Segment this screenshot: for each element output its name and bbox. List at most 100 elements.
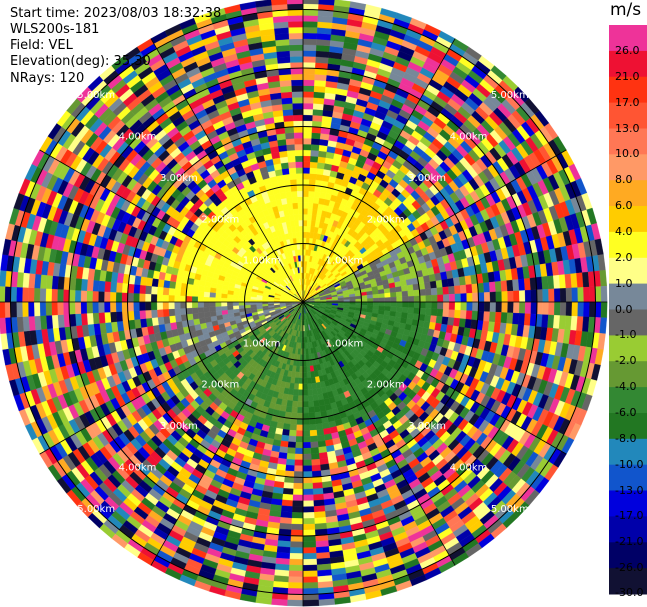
velocity-cell [483,282,491,293]
velocity-cell [302,377,308,385]
velocity-cell [232,301,239,306]
velocity-cell [238,301,245,306]
velocity-cell [401,290,409,297]
velocity-cell [542,301,549,316]
velocity-cell [302,500,314,507]
velocity-cell [500,280,508,292]
velocity-cell [45,315,53,330]
velocity-cell [302,97,314,104]
velocity-cell [435,279,443,289]
velocity-cell [507,290,514,303]
velocity-cell [309,435,318,443]
velocity-cell [296,424,304,431]
velocity-cell [583,286,590,303]
velocity-cell [309,167,318,175]
velocity-cell [419,307,426,315]
velocity-cell [313,97,325,105]
velocity-cell [302,91,315,98]
velocity-cell [313,505,326,513]
velocity-cell [169,315,177,324]
velocity-cell [408,301,415,308]
velocity-cell [139,293,146,303]
velocity-cell [302,436,311,443]
velocity-cell [302,535,316,543]
velocity-cell [355,301,362,306]
velocity-cell [68,301,76,315]
velocity-cell [542,288,549,303]
velocity-cell [198,285,205,292]
velocity-cell [302,529,316,537]
velocity-cell [203,296,210,303]
velocity-cell [311,464,321,472]
velocity-cell [298,383,304,390]
velocity-cell [133,310,141,320]
velocity-cell [425,288,432,296]
velocity-cell [367,298,374,303]
velocity-cell [430,287,438,296]
velocity-cell [302,547,317,554]
velocity-cell [302,44,317,51]
velocity-cell [349,299,356,303]
velocity-cell [316,162,326,170]
velocity-cell [478,301,485,312]
velocity-cell [51,301,58,316]
velocity-cell [302,85,315,92]
velocity-cell [289,553,304,560]
velocity-cell [443,294,450,303]
velocity-cell [313,405,321,413]
velocity-cell [302,518,315,525]
velocity-cell [168,287,176,296]
velocity-cell [302,237,307,244]
velocity-cell [133,292,140,303]
velocity-cell [589,301,596,318]
velocity-cell [429,315,437,324]
velocity-cell [197,301,204,308]
velocity-cell [431,294,438,303]
velocity-cell [209,311,217,317]
velocity-cell [425,308,432,316]
velocity-cell [489,291,497,303]
velocity-cell [435,315,443,325]
velocity-cell [297,395,304,402]
velocity-cell [162,294,169,303]
velocity-cell [299,366,304,373]
velocity-cell [291,406,298,414]
velocity-cell [312,488,324,495]
velocity-cell [185,295,193,303]
velocity-cell [314,522,327,530]
velocity-cell [280,511,293,519]
velocity-cell [45,288,52,303]
velocity-cell [291,506,304,513]
velocity-cell [318,598,335,606]
velocity-cell [571,301,579,317]
velocity-cell [86,290,93,303]
velocity-cell [281,499,293,507]
velocity-cell [115,292,123,303]
velocity-cell [307,208,313,215]
velocity-cell [74,301,82,315]
velocity-cell [277,540,291,548]
velocity-cell [518,278,526,291]
velocity-cell [302,114,313,122]
velocity-cell [536,289,544,303]
velocity-cell [310,447,320,455]
velocity-cell [318,399,326,407]
velocity-cell [80,313,88,326]
velocity-cells [0,0,608,607]
velocity-cell [63,289,70,303]
velocity-cell [436,308,444,317]
velocity-cell [238,304,245,309]
velocity-cell [289,547,304,554]
velocity-cell [316,168,325,176]
velocity-cell [174,301,181,309]
velocity-cell [523,278,531,291]
velocity-cell [302,424,310,431]
velocity-cell [312,388,318,396]
velocity-cell [292,394,299,402]
velocity-cell [472,301,479,312]
velocity-cell [157,316,165,326]
velocity-cell [10,301,17,318]
velocity-cell [307,202,314,210]
velocity-cell [395,291,403,298]
